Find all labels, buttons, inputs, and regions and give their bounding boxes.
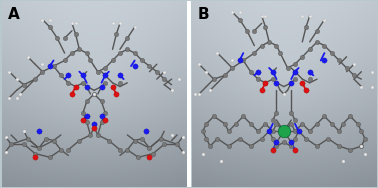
Text: A: A xyxy=(8,7,19,21)
Text: B: B xyxy=(197,7,209,21)
